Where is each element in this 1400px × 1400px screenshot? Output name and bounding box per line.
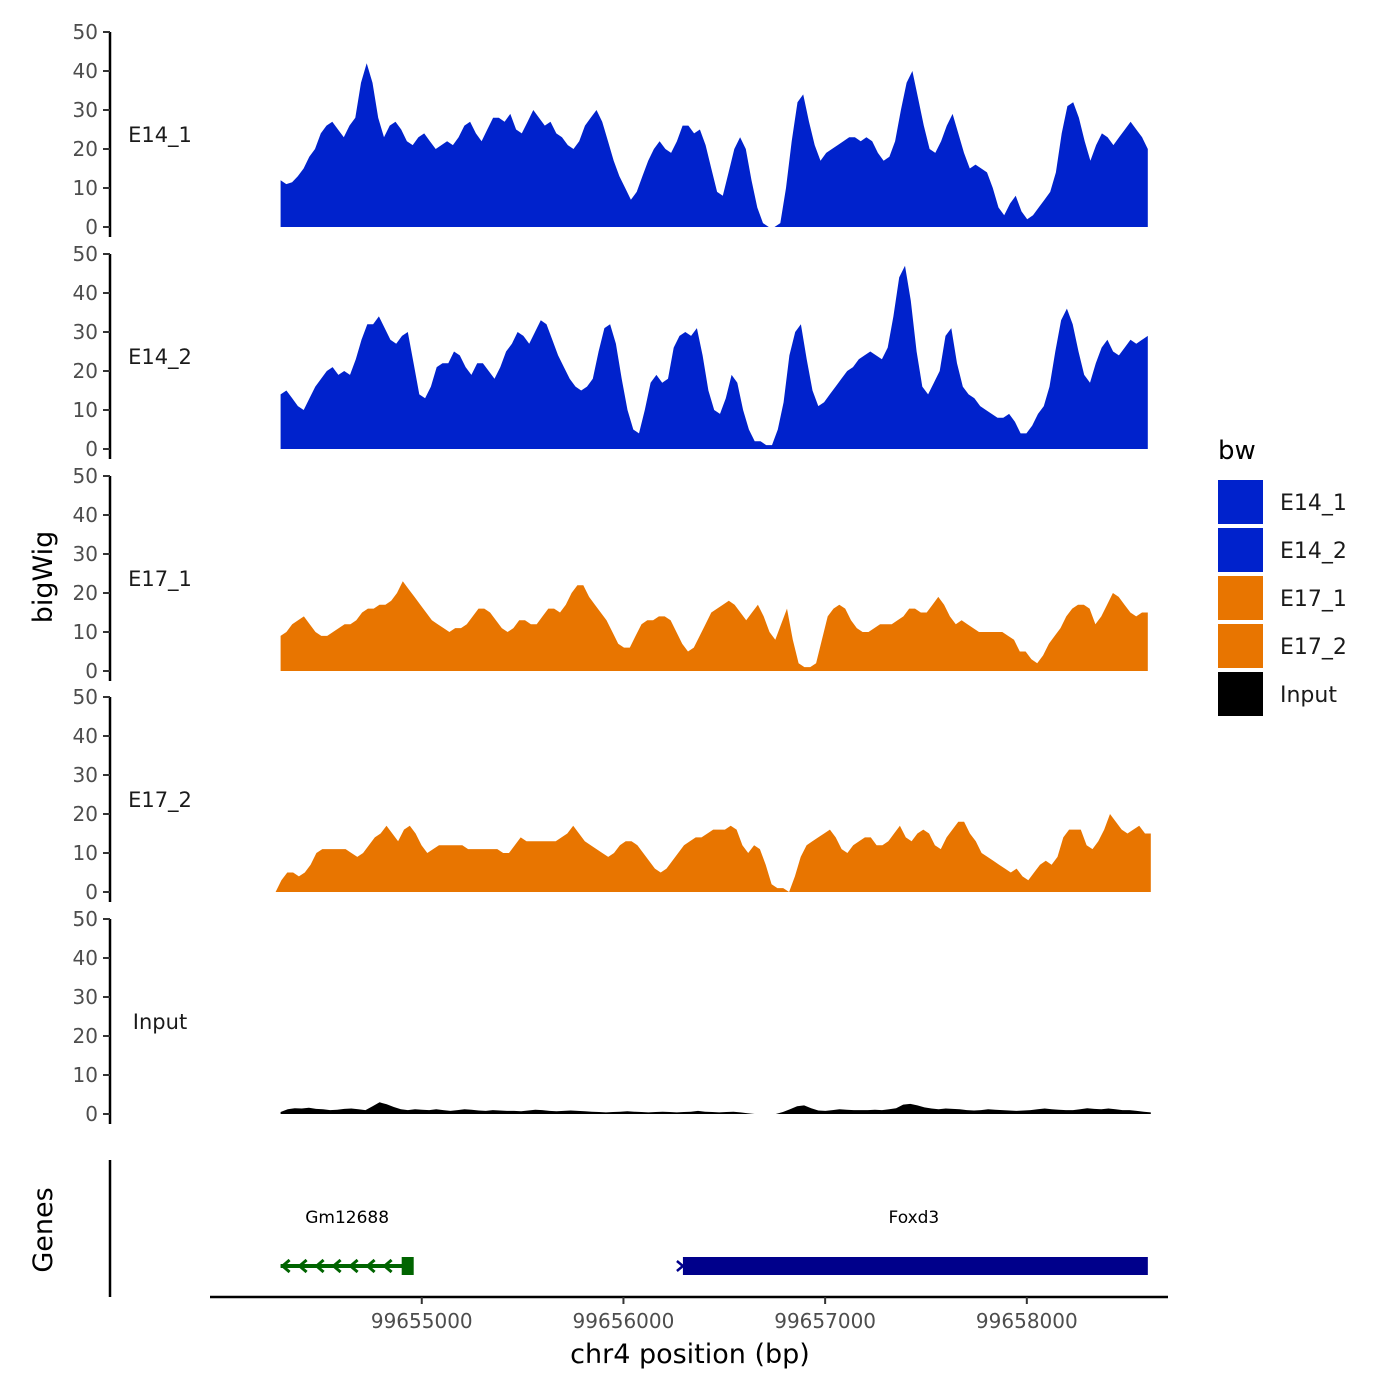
y-tick-label: 40 <box>73 724 98 748</box>
y-tick-label: 0 <box>85 1102 98 1126</box>
gene-label: Foxd3 <box>889 1208 940 1228</box>
genes-track: Gm12688 Foxd3 <box>108 1160 1148 1297</box>
gene-label: Gm12688 <box>305 1208 389 1228</box>
strand-arrow <box>314 1258 325 1274</box>
legend-swatch <box>1218 528 1263 572</box>
y-tick-label: 40 <box>73 281 98 305</box>
legend-swatch <box>1218 624 1263 668</box>
coverage-area <box>280 581 1148 671</box>
y-tick-label: 30 <box>73 542 98 566</box>
gene-gm12688: Gm12688 <box>280 1208 414 1275</box>
y-tick-label: 10 <box>73 176 98 200</box>
y-tick-label: 30 <box>73 320 98 344</box>
y-tick-label: 50 <box>73 242 98 266</box>
legend: bw E14_1 E14_2 E17_1 E17_2 Input <box>1218 436 1347 716</box>
legend-item: E17_1 <box>1218 576 1347 620</box>
coverage-area <box>280 63 1148 228</box>
y-tick-label: 40 <box>73 946 98 970</box>
y-tick-label: 50 <box>73 20 98 44</box>
x-tick-label: 99658000 <box>976 1309 1078 1333</box>
track-label: E14_2 <box>128 345 192 370</box>
x-axis: 99655000 99656000 99657000 99658000 <box>210 1295 1168 1333</box>
y-tick-label: 0 <box>85 880 98 904</box>
legend-label: E14_1 <box>1280 491 1347 516</box>
legend-label: Input <box>1280 683 1337 708</box>
coverage-tracks: 0 10 20 30 40 50 E14_1 0 10 20 30 40 50 E14_2 0 10 20 30 4… <box>73 20 1151 1126</box>
y-tick-label: 10 <box>73 620 98 644</box>
y-tick-label: 50 <box>73 685 98 709</box>
y-tick-label: 30 <box>73 985 98 1009</box>
track-e17-2: 0 10 20 30 40 50 E17_2 <box>73 685 1151 904</box>
gene-exon <box>401 1257 414 1275</box>
y-tick-label: 50 <box>73 464 98 488</box>
y-axis-title: bigWig <box>28 531 59 624</box>
y-tick-label: 20 <box>73 1024 98 1048</box>
strand-arrow <box>382 1258 393 1274</box>
y-tick-label: 40 <box>73 59 98 83</box>
y-tick-label: 10 <box>73 398 98 422</box>
y-tick-label: 20 <box>73 802 98 826</box>
legend-item: Input <box>1218 672 1337 716</box>
gene-exon <box>682 1257 1148 1275</box>
legend-swatch <box>1218 672 1263 716</box>
track-label: E17_1 <box>128 567 192 592</box>
strand-arrow <box>348 1258 359 1274</box>
y-tick-label: 40 <box>73 503 98 527</box>
track-e14-1: 0 10 20 30 40 50 E14_1 <box>73 20 1148 239</box>
legend-item: E17_2 <box>1218 624 1347 668</box>
legend-label: E17_2 <box>1280 635 1347 660</box>
legend-title: bw <box>1218 436 1256 466</box>
track-e14-2: 0 10 20 30 40 50 E14_2 <box>73 242 1148 461</box>
y-tick-label: 0 <box>85 659 98 683</box>
y-tick-label: 10 <box>73 1063 98 1087</box>
strand-arrow <box>365 1258 376 1274</box>
strand-arrow <box>280 1258 291 1274</box>
coverage-area <box>280 265 1148 449</box>
gene-foxd3: Foxd3 <box>676 1208 1148 1275</box>
x-tick-label: 99657000 <box>774 1309 876 1333</box>
track-label: E17_2 <box>128 788 192 813</box>
y-tick-label: 30 <box>73 763 98 787</box>
strand-arrow <box>676 1260 685 1272</box>
track-input: 0 10 20 30 40 50 Input <box>73 907 1151 1126</box>
y-tick-label: 0 <box>85 215 98 239</box>
track-e17-1: 0 10 20 30 40 50 E17_1 <box>73 464 1148 683</box>
legend-label: E14_2 <box>1280 539 1347 564</box>
y-tick-label: 20 <box>73 581 98 605</box>
y-tick-label: 20 <box>73 137 98 161</box>
legend-item: E14_2 <box>1218 528 1347 572</box>
legend-swatch <box>1218 480 1263 524</box>
y-tick-label: 50 <box>73 907 98 931</box>
track-label: Input <box>133 1010 187 1034</box>
y-tick-label: 20 <box>73 359 98 383</box>
y-tick-label: 10 <box>73 841 98 865</box>
strand-arrow <box>297 1258 308 1274</box>
legend-item: E14_1 <box>1218 480 1347 524</box>
legend-label: E17_1 <box>1280 587 1347 612</box>
coverage-area <box>275 814 1151 892</box>
coverage-area <box>280 1102 1151 1114</box>
genes-axis-title: Genes <box>28 1187 59 1272</box>
legend-swatch <box>1218 576 1263 620</box>
track-label: E14_1 <box>128 123 192 148</box>
y-tick-label: 0 <box>85 437 98 461</box>
x-axis-title: chr4 position (bp) <box>570 1339 810 1370</box>
strand-arrow <box>331 1258 342 1274</box>
x-tick-label: 99655000 <box>371 1309 473 1333</box>
y-tick-label: 30 <box>73 98 98 122</box>
x-tick-label: 99656000 <box>573 1309 675 1333</box>
